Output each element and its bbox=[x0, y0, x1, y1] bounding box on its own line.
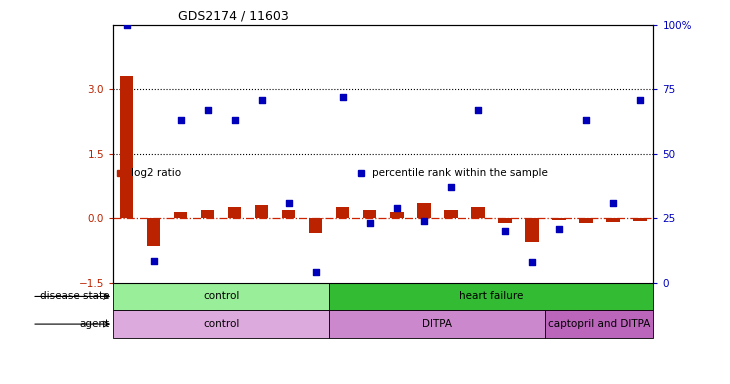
Bar bbox=[471, 207, 485, 218]
Point bbox=[175, 117, 187, 123]
Text: log2 ratio: log2 ratio bbox=[131, 168, 182, 178]
Bar bbox=[417, 203, 431, 218]
Bar bbox=[336, 207, 350, 218]
Bar bbox=[498, 218, 512, 222]
Text: percentile rank within the sample: percentile rank within the sample bbox=[372, 168, 548, 178]
Text: agent: agent bbox=[80, 319, 109, 329]
Point bbox=[472, 107, 484, 113]
Text: control: control bbox=[203, 319, 239, 329]
Text: control: control bbox=[203, 291, 239, 301]
Bar bbox=[113, 283, 329, 310]
Point bbox=[202, 107, 214, 113]
Text: DITPA: DITPA bbox=[422, 319, 453, 329]
Point bbox=[526, 259, 538, 265]
Point bbox=[499, 228, 511, 234]
Text: disease state: disease state bbox=[40, 291, 110, 301]
Bar bbox=[552, 218, 566, 220]
Bar bbox=[444, 210, 458, 218]
Bar bbox=[228, 207, 242, 218]
Bar bbox=[390, 212, 404, 218]
Point bbox=[391, 205, 403, 211]
Bar bbox=[201, 210, 215, 218]
Bar bbox=[525, 218, 539, 242]
Bar bbox=[147, 218, 161, 246]
Point bbox=[229, 117, 241, 123]
Bar bbox=[363, 210, 377, 218]
Point bbox=[310, 269, 322, 275]
Bar bbox=[120, 76, 134, 218]
Point bbox=[580, 117, 592, 123]
Bar bbox=[545, 310, 653, 338]
Bar bbox=[174, 212, 188, 218]
Bar bbox=[329, 283, 653, 310]
Point bbox=[337, 94, 349, 100]
Point bbox=[634, 97, 646, 103]
Bar bbox=[309, 218, 323, 233]
Point bbox=[256, 97, 268, 103]
Bar bbox=[579, 218, 593, 222]
Text: heart failure: heart failure bbox=[459, 291, 523, 301]
Text: GDS2174 / 11603: GDS2174 / 11603 bbox=[178, 9, 289, 22]
Point bbox=[364, 220, 376, 227]
Bar bbox=[633, 218, 647, 221]
Bar bbox=[329, 310, 545, 338]
Point bbox=[553, 225, 565, 232]
Text: captopril and DITPA: captopril and DITPA bbox=[548, 319, 650, 329]
Point bbox=[607, 200, 619, 206]
Point bbox=[121, 22, 133, 28]
Bar bbox=[255, 205, 269, 218]
Point bbox=[445, 184, 457, 190]
Bar bbox=[282, 210, 296, 218]
Bar bbox=[113, 310, 329, 338]
Point bbox=[147, 258, 160, 264]
Point bbox=[283, 200, 295, 206]
Bar bbox=[606, 218, 620, 222]
Point bbox=[418, 218, 430, 224]
